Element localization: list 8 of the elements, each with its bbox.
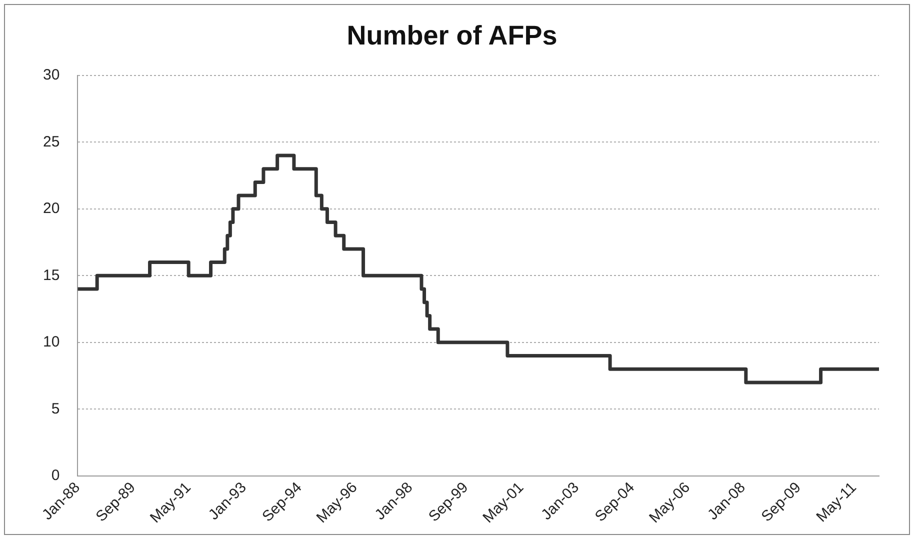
y-tick-label: 30: [42, 66, 60, 84]
chart-title: Number of AFPs: [346, 20, 558, 51]
y-tick-label: 10: [42, 334, 60, 351]
y-tick-label: 5: [51, 400, 60, 418]
y-tick-label: 20: [42, 200, 60, 218]
y-tick-label: 15: [42, 266, 60, 284]
y-tick-label: 25: [42, 133, 60, 150]
y-tick-label: 0: [51, 467, 60, 484]
